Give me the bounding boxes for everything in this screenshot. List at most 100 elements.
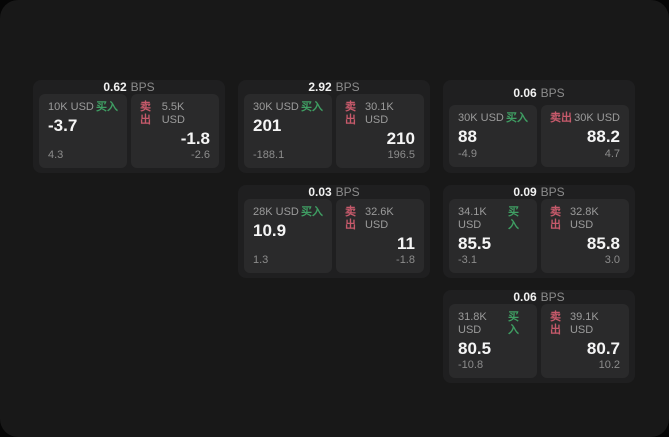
buy-side-label: 买入 xyxy=(506,112,528,124)
buy-panel[interactable]: 30K USD 买入 88 -4.9 xyxy=(449,105,537,167)
bps-unit-label: BPS xyxy=(540,290,565,304)
buy-price-value: 88 xyxy=(458,127,477,146)
buy-side-label: 买入 xyxy=(301,206,323,218)
spread-header: 0.06 BPS xyxy=(443,290,635,304)
spread-header: 0.09 BPS xyxy=(443,185,635,199)
bps-value: 0.62 xyxy=(103,80,127,94)
sell-price-value: 80.7 xyxy=(586,339,620,358)
buy-side-label: 买入 xyxy=(301,101,323,113)
quote-card-3: 0.06 BPS 30K USD 买入 88 -4.9 卖出 30K USD xyxy=(443,80,635,173)
sell-price-value: 88.2 xyxy=(586,127,620,146)
quotes-grid: 0.62 BPS 10K USD 买入 -3.7 4.3 卖出 5.5K USD xyxy=(33,80,635,383)
sell-side-label: 卖出 xyxy=(550,311,561,336)
quote-panels: 28K USD 买入 10.9 1.3 卖出 32.6K USD 11 -1.8 xyxy=(238,199,430,279)
buy-panel[interactable]: 30K USD 买入 201 -188.1 xyxy=(244,94,332,168)
bps-unit-label: BPS xyxy=(335,185,360,199)
sell-price-value: 11 xyxy=(397,234,415,253)
buy-price-value: 85.5 xyxy=(458,234,492,253)
sell-side-label: 卖出 xyxy=(140,101,151,126)
buy-price-value: 201 xyxy=(253,116,282,135)
spread-header: 0.62 BPS xyxy=(33,80,225,94)
bps-unit-label: BPS xyxy=(130,80,155,94)
bps-value: 0.03 xyxy=(308,185,332,199)
sell-change-value: 196.5 xyxy=(387,149,415,161)
quote-card-4: 0.03 BPS 28K USD 买入 10.9 1.3 卖出 32.6K US… xyxy=(238,185,430,278)
quote-panels: 31.8K USD 买入 80.5 -10.8 卖出 39.1K USD 80.… xyxy=(443,304,635,384)
quote-card-2: 2.92 BPS 30K USD 买入 201 -188.1 卖出 30.1K … xyxy=(238,80,430,173)
bps-unit-label: BPS xyxy=(540,85,565,100)
buy-top-row: 31.8K USD 买入 xyxy=(458,311,528,337)
buy-side-label: 买入 xyxy=(508,206,520,231)
sell-panel[interactable]: 卖出 30.1K USD 210 196.5 xyxy=(336,94,424,168)
buy-side-label: 买入 xyxy=(96,101,118,113)
buy-volume-label: 28K USD xyxy=(253,206,299,218)
sell-change-value: 3.0 xyxy=(604,254,620,266)
buy-panel[interactable]: 10K USD 买入 -3.7 4.3 xyxy=(39,94,127,168)
sell-top-row: 卖出 32.6K USD xyxy=(345,206,415,232)
sell-volume-label: 32.8K USD xyxy=(569,206,599,231)
buy-top-row: 28K USD 买入 xyxy=(253,206,323,219)
sell-panel[interactable]: 卖出 30K USD 88.2 4.7 xyxy=(541,105,629,167)
sell-price-value: 85.8 xyxy=(586,234,620,253)
buy-volume-label: 30K USD xyxy=(253,101,299,113)
buy-price-value: -3.7 xyxy=(48,116,78,135)
sell-panel[interactable]: 卖出 39.1K USD 80.7 10.2 xyxy=(541,304,629,378)
buy-change-value: -3.1 xyxy=(458,254,477,266)
buy-price-value: 10.9 xyxy=(253,221,287,240)
quote-card-6: 0.06 BPS 31.8K USD 买入 80.5 -10.8 卖出 39.1… xyxy=(443,290,635,383)
bps-unit-label: BPS xyxy=(335,80,360,94)
buy-side-label: 买入 xyxy=(508,311,520,336)
buy-top-row: 30K USD 买入 xyxy=(458,112,528,125)
sell-top-row: 卖出 5.5K USD xyxy=(140,101,210,127)
sell-panel[interactable]: 卖出 5.5K USD -1.8 -2.6 xyxy=(131,94,219,168)
buy-change-value: 1.3 xyxy=(253,254,269,266)
spread-header: 0.06 BPS xyxy=(443,80,635,105)
sell-top-row: 卖出 30.1K USD xyxy=(345,101,415,127)
sell-side-label: 卖出 xyxy=(345,206,356,231)
quote-card-5: 0.09 BPS 34.1K USD 买入 85.5 -3.1 卖出 32.8K… xyxy=(443,185,635,278)
buy-top-row: 30K USD 买入 xyxy=(253,101,323,114)
sell-panel[interactable]: 卖出 32.6K USD 11 -1.8 xyxy=(336,199,424,273)
buy-price-value: 80.5 xyxy=(458,339,492,358)
buy-change-value: -10.8 xyxy=(458,359,484,371)
sell-panel[interactable]: 卖出 32.8K USD 85.8 3.0 xyxy=(541,199,629,273)
quote-panels: 30K USD 买入 88 -4.9 卖出 30K USD 88.2 4.7 xyxy=(443,105,635,173)
buy-panel[interactable]: 31.8K USD 买入 80.5 -10.8 xyxy=(449,304,537,378)
quote-card-1: 0.62 BPS 10K USD 买入 -3.7 4.3 卖出 5.5K USD xyxy=(33,80,225,173)
sell-volume-label: 39.1K USD xyxy=(569,311,599,336)
buy-volume-label: 10K USD xyxy=(48,101,94,113)
buy-change-value: 4.3 xyxy=(48,149,64,161)
bps-unit-label: BPS xyxy=(540,185,565,199)
sell-volume-label: 30K USD xyxy=(574,112,620,124)
sell-change-value: 10.2 xyxy=(598,359,620,371)
sell-side-label: 卖出 xyxy=(550,112,572,124)
bps-value: 0.06 xyxy=(513,290,537,304)
bps-value: 2.92 xyxy=(308,80,332,94)
bps-value: 0.06 xyxy=(513,85,537,100)
spread-header: 0.03 BPS xyxy=(238,185,430,199)
quote-panels: 34.1K USD 买入 85.5 -3.1 卖出 32.8K USD 85.8… xyxy=(443,199,635,279)
sell-volume-label: 30.1K USD xyxy=(364,101,394,126)
sell-price-value: -1.8 xyxy=(180,129,210,148)
buy-volume-label: 30K USD xyxy=(458,112,504,124)
sell-volume-label: 5.5K USD xyxy=(161,101,185,126)
buy-volume-label: 31.8K USD xyxy=(458,311,487,336)
sell-volume-label: 32.6K USD xyxy=(364,206,394,231)
sell-top-row: 卖出 32.8K USD xyxy=(550,206,620,232)
buy-panel[interactable]: 28K USD 买入 10.9 1.3 xyxy=(244,199,332,273)
spread-header: 2.92 BPS xyxy=(238,80,430,94)
quote-panels: 10K USD 买入 -3.7 4.3 卖出 5.5K USD -1.8 -2.… xyxy=(33,94,225,174)
sell-change-value: 4.7 xyxy=(604,148,620,160)
buy-panel[interactable]: 34.1K USD 买入 85.5 -3.1 xyxy=(449,199,537,273)
quote-panels: 30K USD 买入 201 -188.1 卖出 30.1K USD 210 1… xyxy=(238,94,430,174)
bps-value: 0.09 xyxy=(513,185,537,199)
buy-volume-label: 34.1K USD xyxy=(458,206,487,231)
buy-top-row: 10K USD 买入 xyxy=(48,101,118,114)
sell-top-row: 卖出 39.1K USD xyxy=(550,311,620,337)
sell-change-value: -2.6 xyxy=(191,149,210,161)
buy-change-value: -188.1 xyxy=(253,149,285,161)
sell-price-value: 210 xyxy=(386,129,415,148)
sell-change-value: -1.8 xyxy=(396,254,415,266)
sell-side-label: 卖出 xyxy=(550,206,561,231)
